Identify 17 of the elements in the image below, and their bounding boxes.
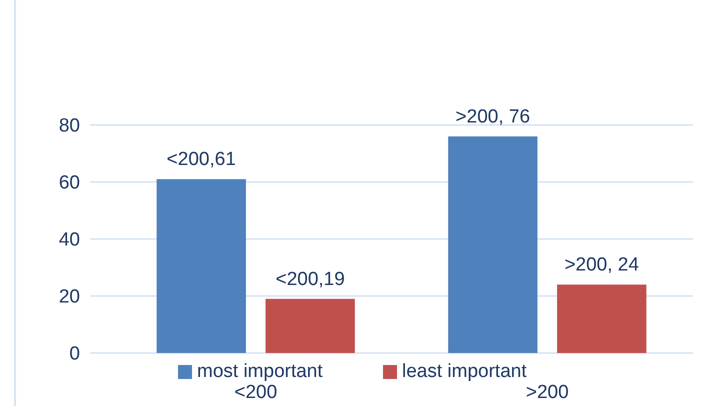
bar bbox=[448, 136, 538, 353]
legend-label: most important bbox=[197, 361, 324, 382]
data-label: <200,61 bbox=[166, 149, 236, 170]
data-label: >200, 76 bbox=[456, 106, 530, 128]
y-tick-label: 40 bbox=[58, 230, 80, 251]
y-tick-label: 0 bbox=[69, 344, 80, 365]
bar bbox=[156, 179, 246, 353]
legend-label: least important bbox=[402, 361, 528, 382]
data-label: <200,19 bbox=[276, 268, 345, 290]
x-tick-label: <200 bbox=[234, 382, 278, 403]
y-tick-label: 20 bbox=[58, 286, 80, 308]
y-tick-label: 80 bbox=[58, 116, 80, 137]
x-tick-label: >200 bbox=[526, 382, 569, 403]
bar bbox=[266, 298, 355, 353]
y-tick-label: 60 bbox=[58, 172, 80, 194]
data-label: >200, 24 bbox=[564, 254, 640, 276]
bar bbox=[557, 284, 646, 353]
